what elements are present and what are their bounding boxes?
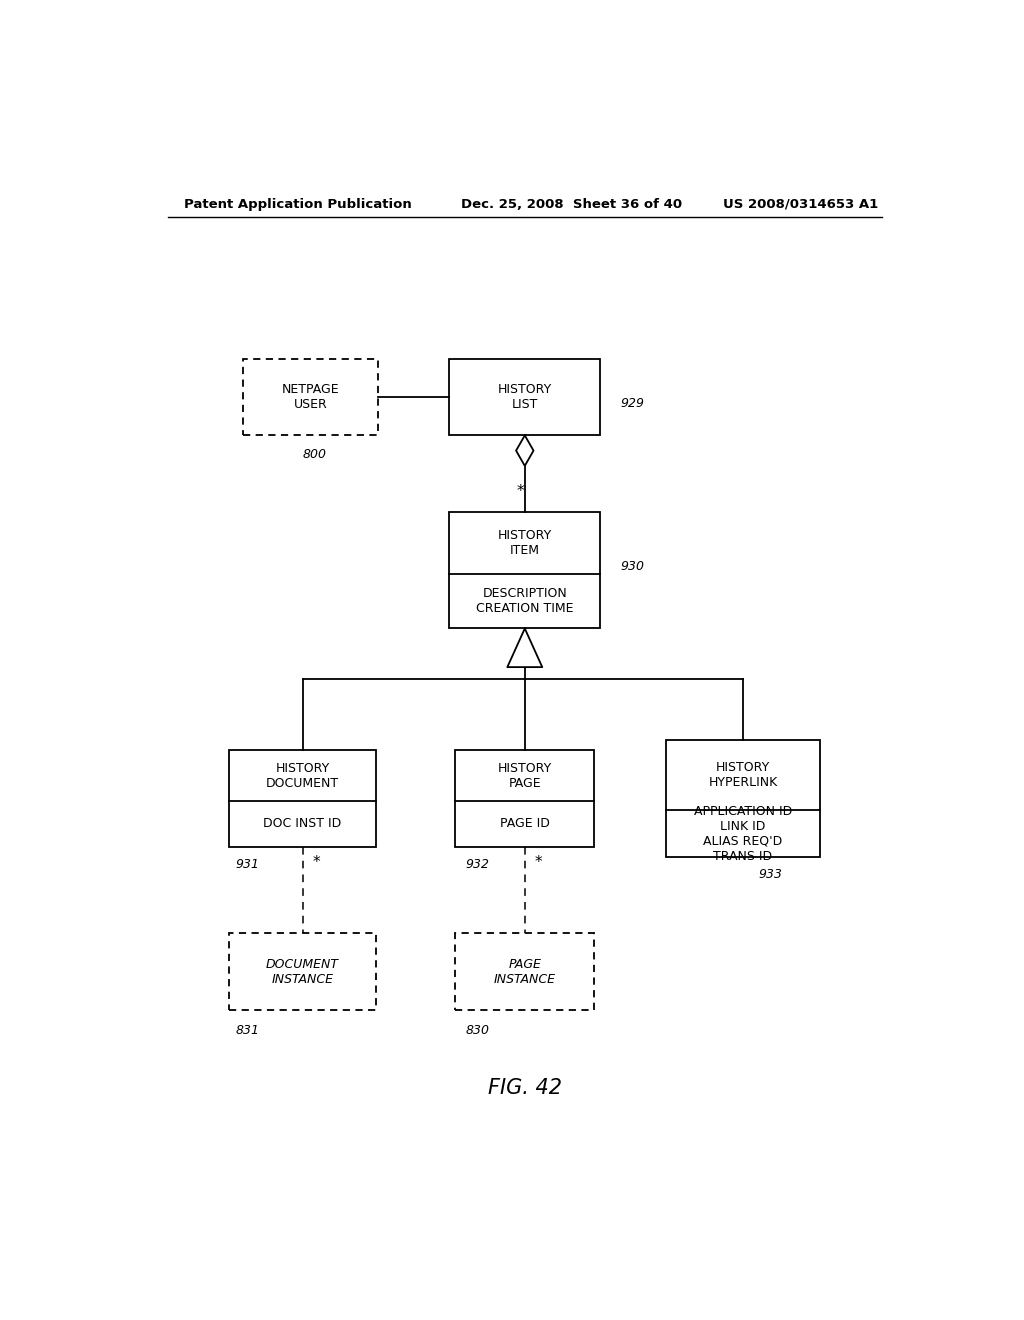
Polygon shape <box>516 436 534 466</box>
Text: HISTORY
DOCUMENT: HISTORY DOCUMENT <box>266 762 339 789</box>
Text: HISTORY
ITEM: HISTORY ITEM <box>498 528 552 557</box>
Text: DOCUMENT
INSTANCE: DOCUMENT INSTANCE <box>266 957 339 986</box>
Text: 932: 932 <box>465 858 489 871</box>
Text: *: * <box>312 855 319 870</box>
Text: HISTORY
HYPERLINK: HISTORY HYPERLINK <box>709 762 777 789</box>
Text: NETPAGE
USER: NETPAGE USER <box>282 383 339 412</box>
Text: HISTORY
LIST: HISTORY LIST <box>498 383 552 412</box>
Text: DESCRIPTION
CREATION TIME: DESCRIPTION CREATION TIME <box>476 587 573 615</box>
Text: 933: 933 <box>759 867 783 880</box>
Text: FIG. 42: FIG. 42 <box>487 1078 562 1098</box>
Bar <box>456 751 594 847</box>
Text: Patent Application Publication: Patent Application Publication <box>183 198 412 211</box>
Text: 830: 830 <box>465 1024 489 1038</box>
Text: HISTORY
PAGE: HISTORY PAGE <box>498 762 552 789</box>
Bar <box>229 751 376 847</box>
Text: *: * <box>535 855 542 870</box>
Text: PAGE ID: PAGE ID <box>500 817 550 830</box>
Bar <box>666 741 820 857</box>
Bar <box>243 359 378 436</box>
Text: US 2008/0314653 A1: US 2008/0314653 A1 <box>723 198 879 211</box>
Bar <box>450 359 600 436</box>
Text: APPLICATION ID
LINK ID
ALIAS REQ'D
TRANS ID: APPLICATION ID LINK ID ALIAS REQ'D TRANS… <box>694 805 793 863</box>
Text: PAGE
INSTANCE: PAGE INSTANCE <box>494 957 556 986</box>
Bar <box>450 512 600 628</box>
Polygon shape <box>507 628 543 667</box>
Text: 931: 931 <box>236 858 259 871</box>
Bar <box>229 933 376 1010</box>
Text: 929: 929 <box>620 397 644 411</box>
Text: *: * <box>517 484 524 499</box>
Text: 800: 800 <box>303 447 327 461</box>
Bar <box>456 933 594 1010</box>
Text: Dec. 25, 2008  Sheet 36 of 40: Dec. 25, 2008 Sheet 36 of 40 <box>461 198 682 211</box>
Text: 831: 831 <box>236 1024 259 1038</box>
Text: 930: 930 <box>620 560 644 573</box>
Text: DOC INST ID: DOC INST ID <box>263 817 342 830</box>
